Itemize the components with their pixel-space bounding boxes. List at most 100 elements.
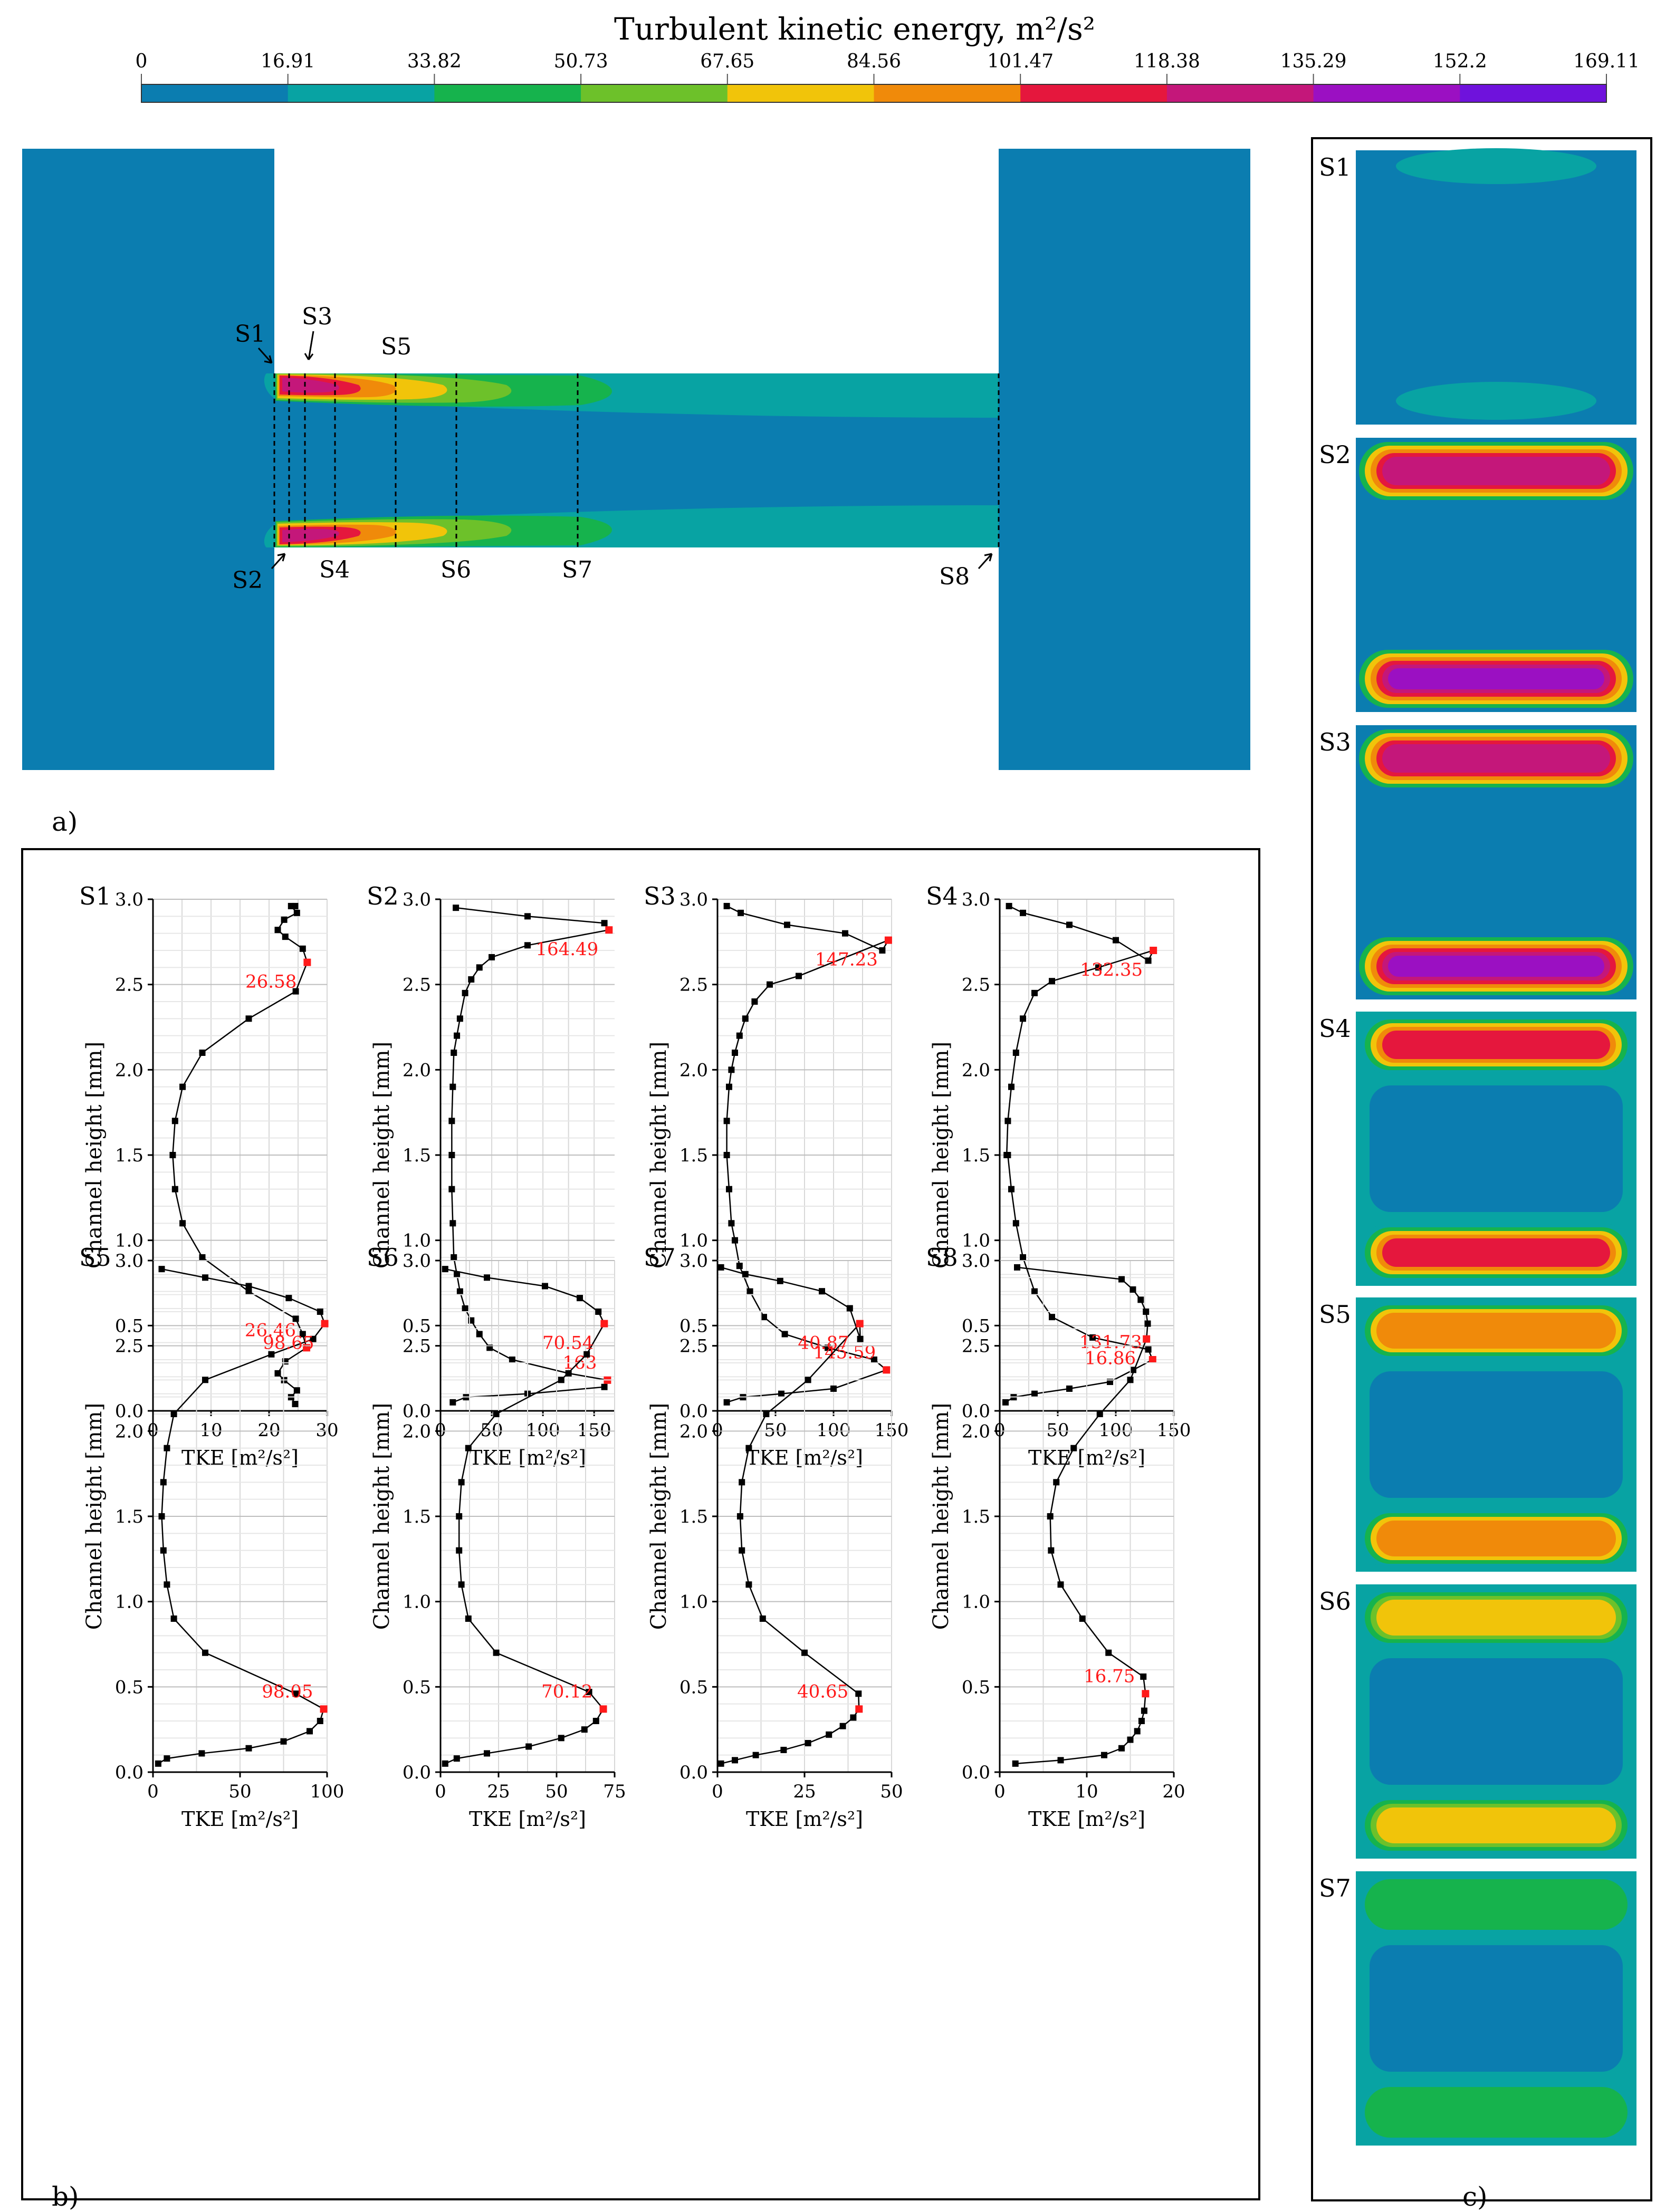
section-label-s1: S1 (235, 321, 265, 348)
plot-s1: 0.00.51.01.52.02.53.00102030TKE [m²/s²]C… (79, 882, 339, 1469)
peak-label: 131.73 (1079, 1332, 1142, 1353)
inlet-plenum (22, 149, 274, 770)
x-tick-label: 50 (228, 1781, 251, 1802)
y-axis-label: Channel height [mm] (929, 1403, 953, 1630)
peak-point (855, 1705, 863, 1713)
peak-label: 70.12 (541, 1681, 592, 1702)
data-point (723, 1152, 730, 1158)
data-point (1012, 1760, 1019, 1767)
series-line (726, 905, 890, 1403)
data-point (1031, 1390, 1038, 1397)
x-tick-label: 0 (435, 1781, 446, 1802)
band-bottom (1388, 668, 1604, 689)
x-tick-label: 20 (257, 1420, 280, 1441)
data-point (1053, 1479, 1060, 1486)
y-tick-label: 2.0 (679, 1060, 708, 1081)
data-point (292, 902, 299, 909)
data-point (855, 1690, 862, 1697)
data-point (158, 1266, 165, 1273)
y-axis-label: Channel height [mm] (647, 1403, 671, 1630)
data-point (169, 1152, 176, 1158)
data-point (558, 1735, 564, 1742)
colorbar-title: Turbulent kinetic energy, m²/s² (614, 11, 1095, 47)
data-point (1145, 957, 1152, 964)
x-tick-label: 25 (487, 1781, 510, 1802)
data-point (784, 921, 790, 928)
x-tick-label: 0 (712, 1781, 723, 1802)
band-top (1396, 148, 1596, 184)
data-point (462, 1305, 468, 1312)
plot-s2: 0.00.51.01.52.02.53.0050100150TKE [m²/s²… (367, 882, 615, 1469)
section-core (1358, 152, 1634, 422)
data-point (732, 1757, 738, 1764)
data-point (830, 1385, 837, 1392)
data-point (745, 1581, 752, 1588)
section-label-s2: S2 (232, 567, 263, 594)
y-tick-label: 2.0 (115, 1421, 143, 1442)
data-point (717, 1760, 724, 1767)
data-point (586, 1689, 592, 1696)
data-point (1134, 1728, 1141, 1735)
panel-c-sections: S1 S2 S3 S4 S5 S6 S7 c) (1311, 137, 1652, 2212)
data-point (281, 916, 288, 923)
x-axis-label: TKE [m²/s²] (469, 1807, 586, 1831)
data-point (592, 1718, 599, 1724)
peak-point (883, 1366, 891, 1374)
data-point (465, 1615, 472, 1622)
y-tick-label: 0.0 (962, 1401, 990, 1422)
y-tick-label: 2.0 (403, 1421, 431, 1442)
data-point (1127, 1736, 1134, 1743)
data-point (761, 1314, 767, 1321)
section-title: S6 (1319, 1587, 1351, 1615)
data-point (777, 1277, 783, 1284)
y-axis-label: Channel height [mm] (370, 1042, 394, 1268)
band-top (1382, 744, 1610, 773)
x-tick-label: 75 (603, 1781, 626, 1802)
x-tick-label: 50 (1046, 1420, 1069, 1441)
data-point (456, 1547, 463, 1554)
data-point (493, 1649, 500, 1656)
section-labels: S1 S3 S5 S2 S4 S6 S7 S8 (232, 303, 970, 594)
y-tick-label: 1.0 (403, 1592, 431, 1613)
y-tick-label: 0.5 (962, 1315, 990, 1336)
peak-point (1142, 1690, 1150, 1698)
colorbar-segment (727, 84, 874, 102)
data-point (493, 1411, 500, 1417)
y-tick-label: 3.0 (962, 1251, 990, 1272)
peak-label: 26.46 (245, 1320, 296, 1341)
plot-title: S8 (926, 1243, 958, 1272)
colorbar-segment (874, 84, 1021, 102)
data-point (728, 1220, 735, 1227)
data-point (458, 1479, 465, 1486)
section-label-s6: S6 (441, 556, 471, 583)
data-point (1031, 989, 1038, 996)
data-point (307, 1728, 313, 1735)
data-point (170, 1411, 177, 1417)
y-tick-label: 1.5 (403, 1506, 431, 1527)
data-point (752, 1752, 759, 1758)
plot-title: S4 (926, 882, 958, 910)
y-tick-label: 2.5 (115, 975, 143, 996)
colorbar-tick-label: 152.2 (1433, 51, 1487, 72)
plot-title: S1 (79, 882, 111, 910)
data-point (1020, 1015, 1026, 1022)
y-tick-label: 0.0 (115, 1401, 143, 1422)
y-tick-label: 1.5 (115, 1506, 143, 1527)
peak-label: 40.87 (798, 1333, 849, 1354)
data-point (245, 1745, 252, 1752)
data-point (317, 1718, 323, 1724)
section-title: S7 (1319, 1874, 1351, 1902)
data-point (1141, 1707, 1147, 1714)
data-point (1127, 1377, 1134, 1383)
data-point (742, 1015, 749, 1022)
plot-s3: 0.00.51.01.52.02.53.0050100150TKE [m²/s²… (644, 882, 908, 1469)
data-point (879, 947, 886, 954)
band-bottom (1396, 382, 1596, 420)
panel-b-frame (21, 848, 1260, 2200)
upper-jet (264, 373, 999, 418)
data-point (448, 1152, 455, 1158)
data-point (1118, 1745, 1125, 1752)
plot-title: S3 (644, 882, 676, 910)
peak-point (600, 1320, 608, 1328)
y-tick-label: 1.5 (679, 1506, 708, 1527)
